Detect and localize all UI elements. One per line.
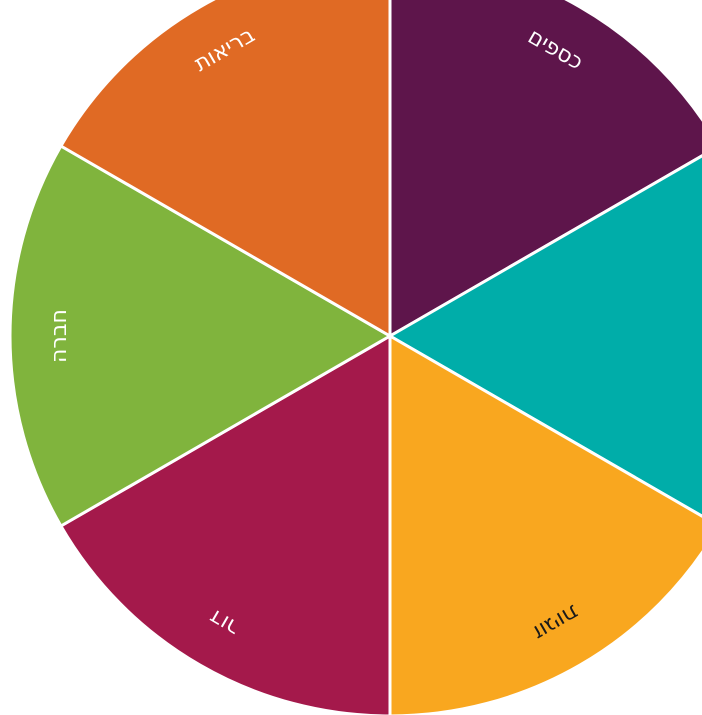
wheel-segment[interactable] bbox=[388, 0, 702, 339]
wheel-segment[interactable] bbox=[58, 333, 392, 715]
wheel-segment[interactable] bbox=[58, 0, 392, 339]
wheel-segment[interactable] bbox=[386, 146, 702, 526]
wheel-segment[interactable] bbox=[8, 143, 394, 529]
segment-label: חברה bbox=[47, 309, 72, 363]
wheel-segment[interactable] bbox=[388, 333, 702, 715]
